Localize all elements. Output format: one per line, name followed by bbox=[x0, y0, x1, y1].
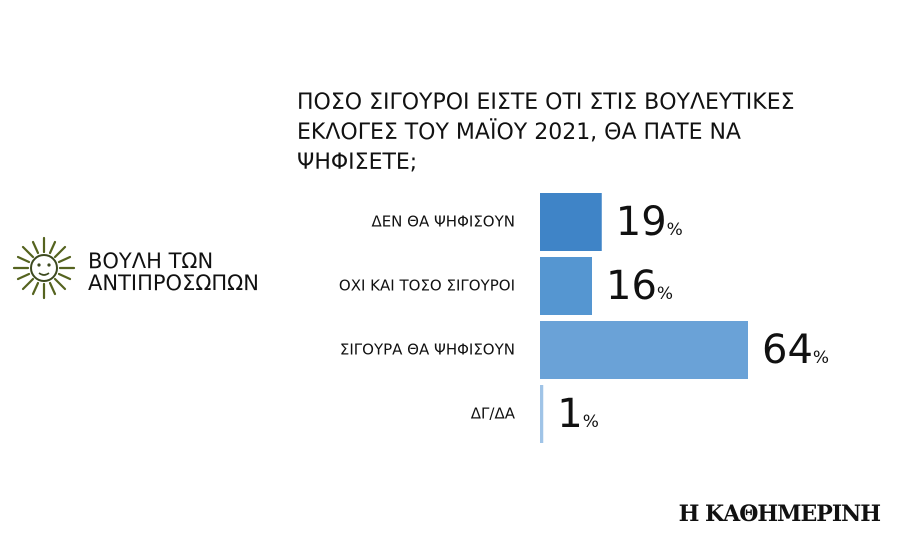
value-label: 19% bbox=[616, 199, 683, 245]
category-label: ΔΓ/ΔΑ bbox=[471, 405, 516, 423]
bar bbox=[540, 193, 602, 251]
chart-title: ΨΗΦΙΣΕΤΕ; bbox=[297, 150, 417, 175]
category-label: ΔΕΝ ΘΑ ΨΗΦΙΣΟΥΝ bbox=[371, 213, 515, 231]
logo-text: ΒΟΥΛΗ ΤΩΝ bbox=[88, 249, 213, 273]
category-label: ΟΧΙ ΚΑΙ ΤΟΣΟ ΣΙΓΟΥΡΟΙ bbox=[339, 277, 515, 295]
bar bbox=[540, 257, 592, 315]
chart-title: ΕΚΛΟΓΕΣ ΤΟΥ ΜΑΪΟΥ 2021, ΘΑ ΠΑΤΕ ΝΑ bbox=[297, 119, 741, 145]
value-label: 1% bbox=[557, 391, 599, 437]
category-label: ΣΙΓΟΥΡΑ ΘΑ ΨΗΦΙΣΟΥΝ bbox=[340, 341, 515, 359]
logo-text: ΑΝΤΙΠΡΟΣΩΠΩΝ bbox=[88, 271, 259, 295]
bar bbox=[540, 385, 544, 443]
chart-title: ΠΟΣΟ ΣΙΓΟΥΡΟΙ ΕΙΣΤΕ ΟΤΙ ΣΤΙΣ ΒΟΥΛΕΥΤΙΚΕΣ bbox=[297, 90, 795, 115]
bar bbox=[540, 321, 748, 379]
logo-icon bbox=[12, 236, 76, 300]
source: Η ΚΑΘΗΜΕΡΙΝΗ bbox=[679, 501, 881, 527]
value-label: 64% bbox=[762, 327, 829, 373]
value-label: 16% bbox=[606, 263, 673, 309]
